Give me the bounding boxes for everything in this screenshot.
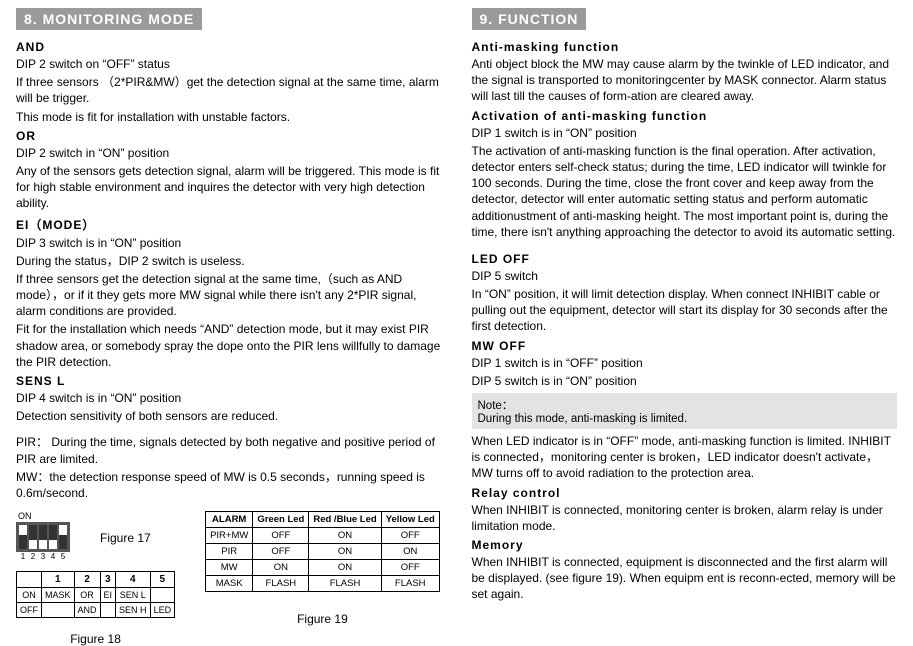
left-column: 8. MONITORING MODE AND DIP 2 switch on “… [16, 8, 442, 605]
table-cell: ON [309, 528, 381, 544]
dip-slot [59, 525, 67, 549]
and-text-1: DIP 2 switch on “OFF” status [16, 56, 442, 72]
table-cell: AND [74, 603, 100, 618]
table-cell: MW [206, 560, 253, 576]
ei-text-2: During the status，DIP 2 switch is useles… [16, 253, 442, 269]
and-text-2: If three sensors （2*PIR&MW）get the detec… [16, 74, 442, 106]
pir-note: PIR： During the time, signals detected b… [16, 434, 442, 466]
figure-19-caption: Figure 19 [205, 612, 440, 626]
led-off-text-2: In “ON” position, it will limit detectio… [472, 286, 898, 335]
table-cell: LED [150, 603, 175, 618]
table-header: Red /Blue Led [309, 512, 381, 528]
activation-heading: Activation of anti-masking function [472, 109, 898, 123]
table-cell: OFF [253, 528, 309, 544]
table-cell: MASK [42, 588, 75, 603]
and-text-3: This mode is fit for installation with u… [16, 109, 442, 125]
dip-slot [49, 525, 57, 549]
sens-text-1: DIP 4 switch is in “ON” position [16, 390, 442, 406]
table-header: 5 [150, 572, 175, 588]
sens-heading: SENS L [16, 374, 442, 388]
table-cell: ON [253, 560, 309, 576]
or-text-2: Any of the sensors gets detection signal… [16, 163, 442, 212]
table-header: Green Led [253, 512, 309, 528]
ei-text-3: If three sensors get the detection signa… [16, 271, 442, 320]
ei-text-4: Fit for the installation which needs “AN… [16, 321, 442, 370]
table-cell: OR [74, 588, 100, 603]
mw-off-text-1: DIP 1 switch is in “OFF” position [472, 355, 898, 371]
activation-text-2: The activation of anti-masking function … [472, 143, 898, 240]
table-cell: OFF [253, 544, 309, 560]
table-header: Yellow Led [381, 512, 439, 528]
dip-slot [29, 525, 37, 549]
table-cell: MASK [206, 576, 253, 592]
table-header: 3 [100, 572, 116, 588]
mw-note: MW：the detection response speed of MW is… [16, 469, 442, 501]
ei-heading: EI（MODE） [16, 216, 442, 233]
or-heading: OR [16, 129, 442, 143]
table-header: ALARM [206, 512, 253, 528]
table-cell [42, 603, 75, 618]
ei-text-1: DIP 3 switch is in “ON” position [16, 235, 442, 251]
table-cell: ON [17, 588, 42, 603]
table-cell: ON [309, 544, 381, 560]
led-off-heading: LED OFF [472, 252, 898, 266]
dip-slot [19, 525, 27, 549]
table-header [17, 572, 42, 588]
table-cell: PIR+MW [206, 528, 253, 544]
figures-row: ON 12345 Figure 17 12345ONMASKOREISEN LO… [16, 511, 442, 646]
and-heading: AND [16, 40, 442, 54]
section-8-header: 8. MONITORING MODE [16, 8, 202, 30]
figure-18-caption: Figure 18 [16, 632, 175, 646]
table-header: 1 [42, 572, 75, 588]
led-off-text-1: DIP 5 switch [472, 268, 898, 284]
dip-switch-diagram: ON 12345 [16, 511, 70, 561]
activation-text-1: DIP 1 switch is in “ON” position [472, 125, 898, 141]
sens-text-2: Detection sensitivity of both sensors ar… [16, 408, 442, 424]
table-cell: OFF [17, 603, 42, 618]
relay-text: When INHIBIT is connected, monitoring ce… [472, 502, 898, 534]
table-cell: SEN H [116, 603, 151, 618]
table-cell: SEN L [116, 588, 151, 603]
note-text: During this mode, anti-masking is limite… [478, 413, 892, 425]
table-header: 2 [74, 572, 100, 588]
memory-text: When INHIBIT is connected, equipment is … [472, 554, 898, 603]
relay-heading: Relay control [472, 486, 898, 500]
table-cell: FLASH [253, 576, 309, 592]
table-cell: EI [100, 588, 116, 603]
right-column: 9. FUNCTION Anti-masking function Anti o… [472, 8, 898, 605]
figure-18-table: 12345 ONMASKOREISEN L OFF AND SEN HLED [16, 571, 175, 618]
after-note-text: When LED indicator is in “OFF” mode, ant… [472, 433, 898, 482]
mw-off-heading: MW OFF [472, 339, 898, 353]
figure-19-table: ALARMGreen LedRed /Blue LedYellow Led PIR… [205, 511, 440, 592]
dip-slot [39, 525, 47, 549]
table-cell: ON [381, 544, 439, 560]
anti-masking-heading: Anti-masking function [472, 40, 898, 54]
memory-heading: Memory [472, 538, 898, 552]
table-cell [150, 588, 175, 603]
or-text-1: DIP 2 switch in “ON” position [16, 145, 442, 161]
figure-17-caption: Figure 17 [100, 531, 151, 545]
note-box: Note： During this mode, anti-masking is … [472, 393, 898, 429]
table-cell: FLASH [381, 576, 439, 592]
table-cell [100, 603, 116, 618]
note-heading: Note： [478, 397, 892, 413]
table-cell: FLASH [309, 576, 381, 592]
mw-off-text-2: DIP 5 switch is in “ON” position [472, 373, 898, 389]
table-cell: PIR [206, 544, 253, 560]
anti-masking-text: Anti object block the MW may cause alarm… [472, 56, 898, 105]
table-cell: OFF [381, 560, 439, 576]
table-header: 4 [116, 572, 151, 588]
section-9-header: 9. FUNCTION [472, 8, 587, 30]
table-cell: OFF [381, 528, 439, 544]
table-cell: ON [309, 560, 381, 576]
dip-on-label: ON [16, 511, 32, 521]
